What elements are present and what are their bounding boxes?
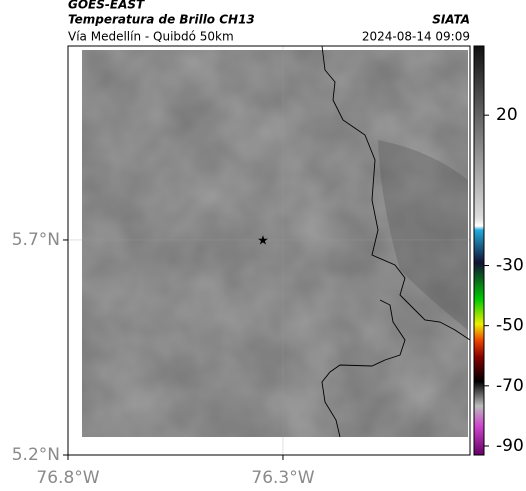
route: Vía Medellín - Quibdó 50km bbox=[68, 30, 234, 44]
y-tick-label: 5.7°N bbox=[12, 230, 60, 250]
imagery-texture bbox=[82, 50, 468, 437]
map-frame bbox=[67, 45, 471, 456]
colorbar-tick-label: -70 bbox=[496, 376, 524, 396]
y-tick-label: 5.2°N bbox=[12, 445, 60, 465]
colorbar-tick-label: -30 bbox=[496, 256, 524, 276]
land-shade bbox=[378, 140, 468, 330]
x-tick-label: 76.3°W bbox=[251, 468, 314, 488]
location-marker: ★ bbox=[257, 234, 269, 249]
colorbar-tick-label: -50 bbox=[496, 316, 524, 336]
title: Temperatura de Brillo CH13 bbox=[68, 13, 255, 27]
x-tick-label: 76.8°W bbox=[36, 468, 99, 488]
product: GOES-EAST bbox=[68, 0, 145, 12]
border bbox=[321, 45, 471, 341]
datetime: 2024-08-14 09:09 bbox=[362, 30, 470, 44]
colorbar-tick-label: 20 bbox=[496, 105, 518, 125]
colorbar-tick-label: -90 bbox=[496, 436, 524, 456]
colorbar bbox=[473, 45, 485, 456]
border bbox=[321, 299, 406, 438]
source: SIATA bbox=[432, 13, 470, 27]
